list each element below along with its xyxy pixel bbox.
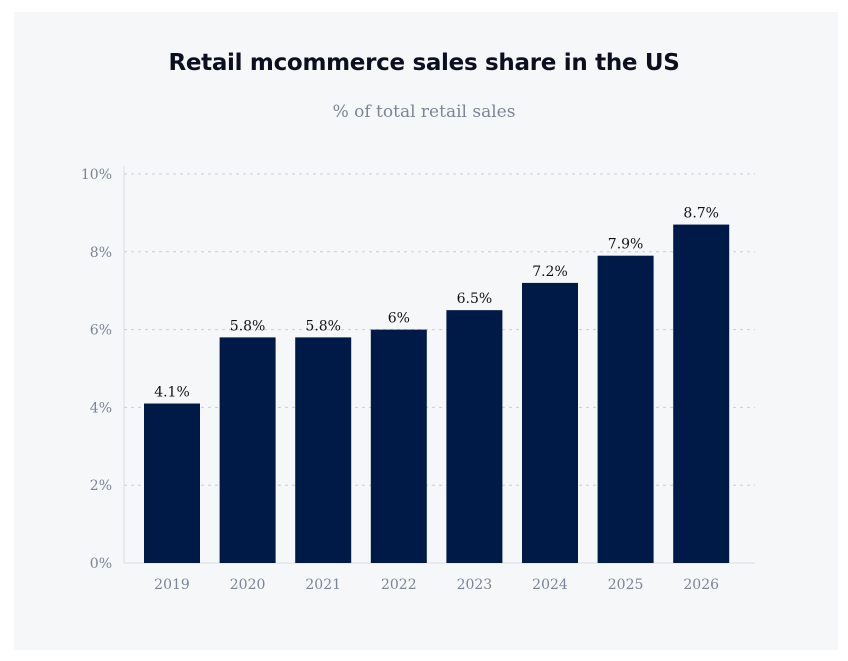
chart-title: Retail mcommerce sales share in the US: [168, 50, 680, 76]
y-tick-label: 8%: [90, 245, 112, 261]
data-label: 8.7%: [683, 206, 719, 222]
bar-2024: [522, 282, 578, 563]
data-label: 5.8%: [305, 318, 341, 334]
y-tick-label: 0%: [90, 556, 112, 572]
data-label: 6.5%: [457, 291, 493, 307]
data-label: 5.8%: [230, 318, 266, 334]
data-label: 7.2%: [532, 264, 568, 280]
bar-2021: [295, 337, 352, 563]
x-tick-label: 2024: [532, 577, 568, 593]
x-tick-label: 2022: [381, 577, 417, 593]
x-tick-label: 2025: [608, 577, 644, 593]
data-label: 7.9%: [608, 237, 644, 253]
bar-2025: [597, 255, 654, 563]
x-tick-label: 2026: [683, 577, 719, 593]
bar-2020: [219, 337, 276, 563]
bar-2019: [144, 403, 200, 563]
y-tick-label: 6%: [90, 323, 112, 339]
chart-subtitle: % of total retail sales: [332, 102, 516, 122]
y-tick-label: 10%: [81, 167, 112, 183]
data-label: 6%: [388, 311, 410, 327]
x-tick-label: 2020: [230, 577, 266, 593]
y-tick-label: 4%: [90, 400, 112, 416]
bar-2026: [673, 224, 730, 563]
x-tick-label: 2023: [457, 577, 493, 593]
bar-2022: [370, 329, 427, 563]
x-tick-label: 2019: [154, 577, 190, 593]
y-tick-label: 2%: [90, 478, 112, 494]
bar-2023: [446, 310, 503, 563]
data-label: 4.1%: [154, 385, 190, 401]
x-tick-label: 2021: [305, 577, 341, 593]
